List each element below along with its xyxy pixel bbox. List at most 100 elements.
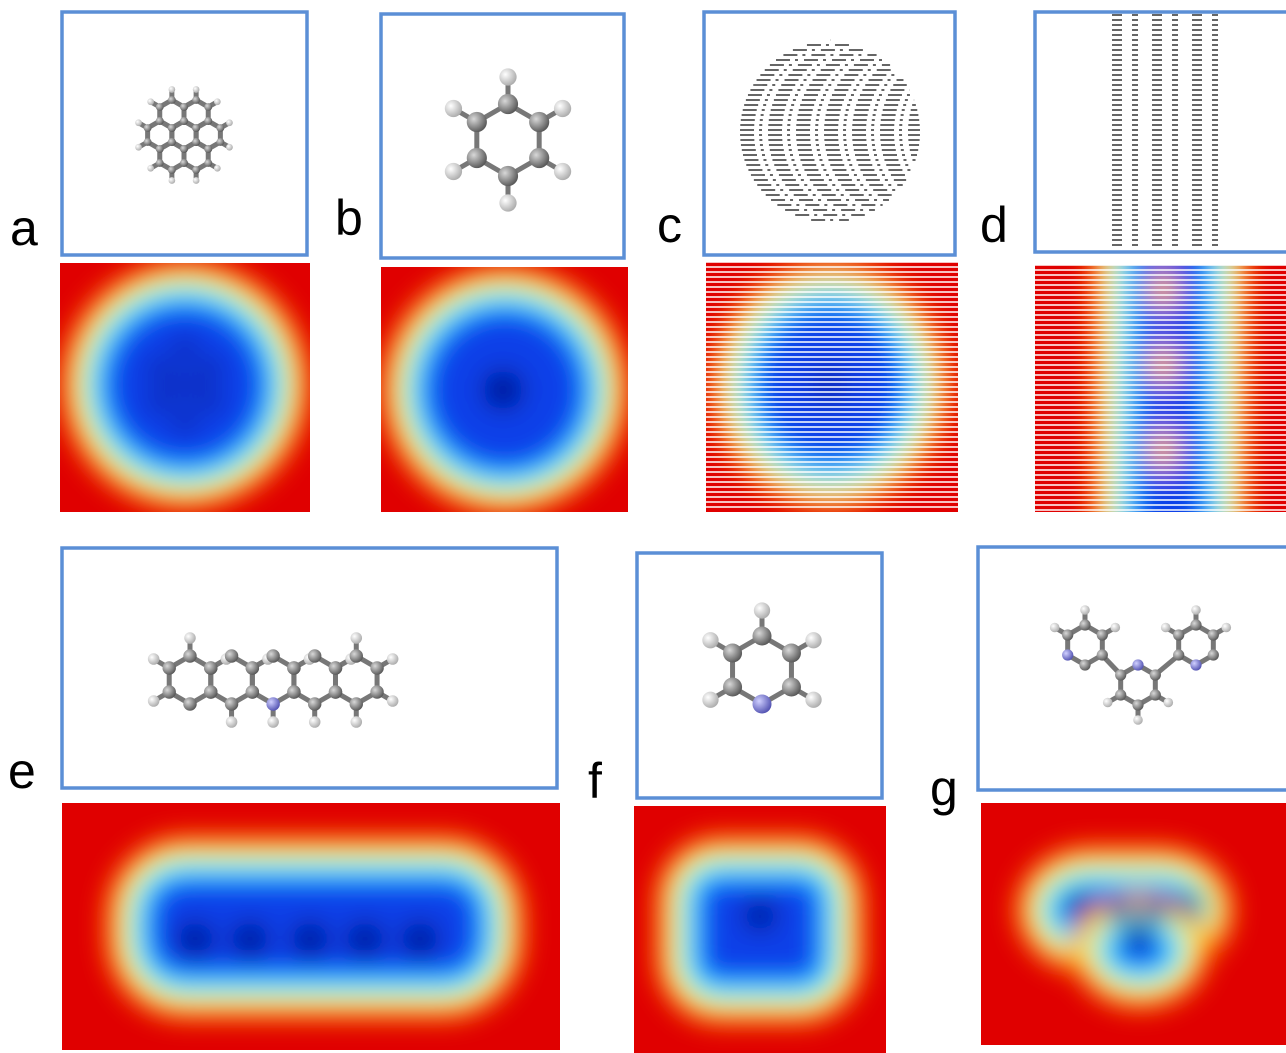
- spot: [175, 340, 195, 360]
- molecule: [1112, 15, 1222, 245]
- atom: [782, 643, 801, 662]
- atom: [529, 148, 549, 168]
- panel-label: g: [930, 760, 958, 816]
- atom: [308, 697, 321, 710]
- atom: [148, 653, 160, 665]
- heatmap: [381, 266, 629, 514]
- atom: [180, 117, 188, 125]
- atom: [1164, 698, 1174, 708]
- atom: [168, 138, 176, 146]
- atom: [1097, 649, 1108, 660]
- structure-frame: [704, 12, 955, 255]
- atom: [216, 124, 224, 132]
- atom: [1222, 623, 1232, 633]
- atom: [1097, 629, 1108, 640]
- atom: [351, 716, 363, 728]
- spot: [347, 922, 383, 958]
- atom: [148, 695, 160, 707]
- atom: [1173, 649, 1184, 660]
- atom: [204, 145, 212, 153]
- panel-label: c: [657, 197, 682, 253]
- atom: [1191, 605, 1201, 615]
- heatmap-field: [381, 266, 629, 514]
- atom: [147, 165, 154, 172]
- heatmap: [706, 261, 958, 512]
- atom: [350, 649, 363, 662]
- atom: [135, 119, 142, 126]
- heatmap-field: [656, 836, 864, 1024]
- atom: [1150, 689, 1161, 700]
- atom: [445, 163, 462, 180]
- atom: [370, 661, 383, 674]
- atom: [266, 649, 279, 662]
- atom: [193, 177, 200, 184]
- molecule: [445, 68, 571, 211]
- atom: [226, 119, 233, 126]
- atom: [1103, 698, 1113, 708]
- atom: [1079, 659, 1090, 670]
- structure-frame: [62, 548, 557, 788]
- atom: [226, 144, 233, 151]
- heatmap-field: [61, 261, 309, 509]
- atom: [467, 148, 487, 168]
- atom: [1079, 619, 1090, 630]
- atom: [805, 692, 821, 708]
- atom: [387, 695, 399, 707]
- molecule: [1050, 605, 1231, 725]
- spot: [1142, 897, 1168, 923]
- atom: [180, 145, 188, 153]
- atom: [499, 68, 516, 85]
- atom: [287, 685, 300, 698]
- atom: [723, 643, 742, 662]
- atom: [144, 124, 152, 132]
- atom: [1080, 605, 1090, 615]
- spot: [200, 390, 220, 410]
- structure-frame: [637, 553, 882, 798]
- atom: [204, 661, 217, 674]
- atom: [168, 124, 176, 132]
- atom: [387, 653, 399, 665]
- atom: [467, 112, 487, 132]
- spot: [175, 375, 195, 395]
- structure-frame: [1035, 12, 1286, 252]
- atom: [1190, 659, 1201, 670]
- atom: [204, 159, 212, 167]
- spot: [1107, 897, 1133, 923]
- spot: [200, 360, 220, 380]
- atom: [204, 685, 217, 698]
- atom: [267, 716, 279, 728]
- atom: [135, 144, 142, 151]
- spot: [232, 922, 268, 958]
- atom: [329, 661, 342, 674]
- atom: [1132, 699, 1143, 710]
- atom: [754, 602, 770, 618]
- atom: [168, 166, 176, 174]
- atom: [1150, 669, 1161, 680]
- atom: [350, 697, 363, 710]
- atom: [1208, 649, 1219, 660]
- atom: [1208, 629, 1219, 640]
- atom: [183, 697, 196, 710]
- panel-label: e: [8, 743, 36, 799]
- atom: [752, 626, 771, 645]
- spot: [1177, 892, 1203, 918]
- atom: [1161, 623, 1171, 633]
- atom: [499, 194, 516, 211]
- molecule: [702, 602, 821, 713]
- spot: [1125, 922, 1151, 948]
- panel-label: b: [335, 190, 363, 246]
- atom: [329, 685, 342, 698]
- atom: [723, 677, 742, 696]
- atom: [1115, 669, 1126, 680]
- atom: [246, 661, 259, 674]
- atom: [1111, 623, 1121, 633]
- panel-label: f: [588, 753, 602, 809]
- atom: [183, 649, 196, 662]
- heatmap: [62, 803, 560, 1050]
- atom: [1062, 629, 1073, 640]
- structure-frame: [62, 12, 307, 255]
- atom: [180, 159, 188, 167]
- spot: [177, 922, 213, 958]
- spot: [483, 370, 523, 410]
- heatmap: [60, 261, 310, 512]
